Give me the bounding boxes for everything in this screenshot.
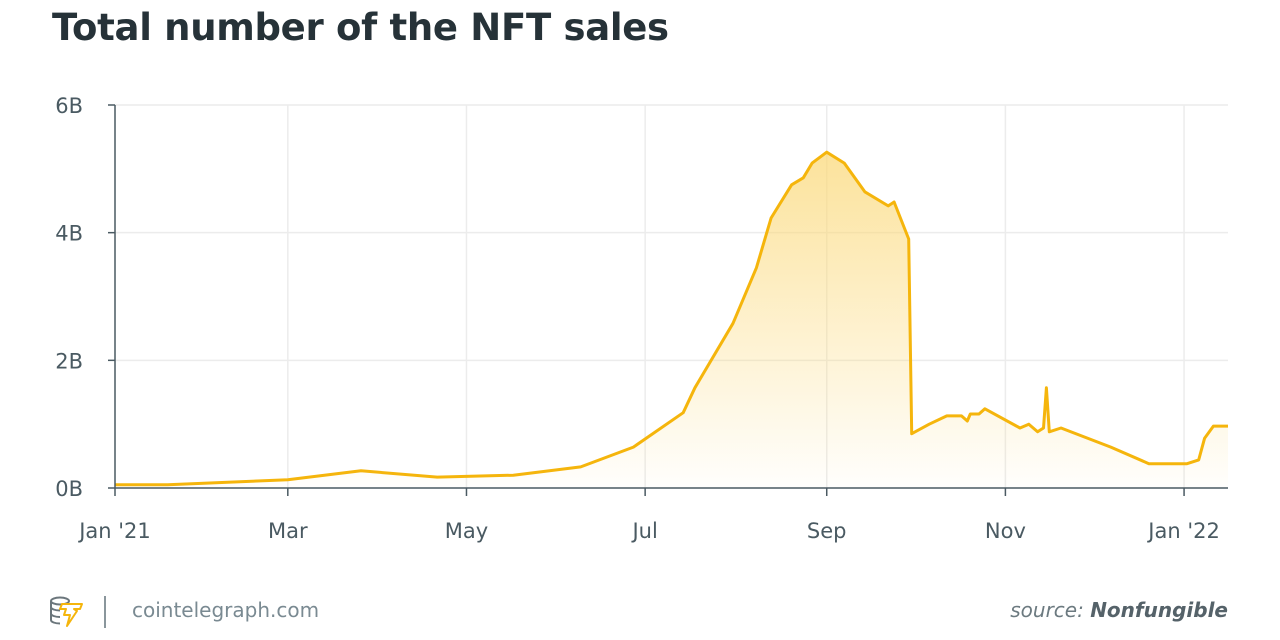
- x-tick-label: Jan '22: [1146, 519, 1220, 543]
- x-tick-label: May: [445, 519, 488, 543]
- x-tick-label: Nov: [985, 519, 1026, 543]
- footer-site: cointelegraph.com: [132, 598, 320, 622]
- y-tick-label: 4B: [55, 222, 83, 246]
- axis-ticks: 0B 2B 4B 6B Jan '21 Mar May Jul Sep Nov Jan '22: [55, 94, 1220, 543]
- chart-title: Total number of the NFT sales: [52, 6, 669, 49]
- footer-source: source: Nonfungible: [1010, 598, 1228, 622]
- source-prefix: source:: [1010, 598, 1084, 622]
- x-tick-label: Jan '21: [77, 519, 151, 543]
- x-tick-label: Sep: [807, 519, 847, 543]
- area-fill: [115, 152, 1228, 488]
- series-line: [115, 150, 1228, 487]
- y-tick-label: 2B: [55, 349, 83, 373]
- cointelegraph-logo: [50, 596, 83, 627]
- source-name: Nonfungible: [1090, 598, 1228, 622]
- x-tick-label: Mar: [268, 519, 308, 543]
- y-tick-label: 6B: [55, 94, 83, 118]
- y-tick-label: 0B: [55, 477, 83, 501]
- footer-divider: [104, 596, 106, 628]
- x-tick-label: Jul: [630, 519, 657, 543]
